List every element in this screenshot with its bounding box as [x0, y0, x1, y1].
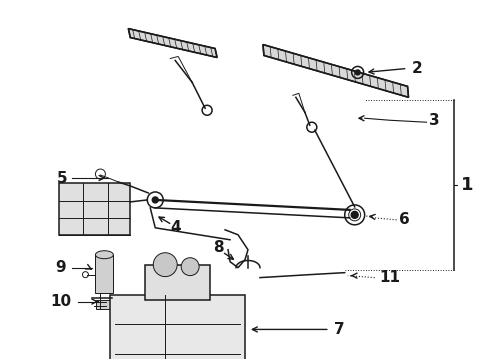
Bar	[145, 265, 210, 300]
Text: 8: 8	[213, 240, 223, 255]
Text: 4: 4	[170, 220, 180, 235]
Bar	[96, 255, 113, 293]
Text: 1: 1	[461, 176, 474, 194]
Circle shape	[351, 211, 358, 219]
Circle shape	[355, 70, 360, 75]
Bar	[58, 183, 130, 235]
Text: 10: 10	[50, 294, 71, 309]
Ellipse shape	[96, 251, 113, 259]
Text: 3: 3	[429, 113, 440, 128]
Text: 5: 5	[57, 171, 68, 185]
Polygon shape	[128, 28, 217, 58]
Bar	[110, 294, 245, 360]
Bar	[97, 300, 110, 310]
Circle shape	[181, 258, 199, 276]
Text: 9: 9	[55, 260, 66, 275]
Text: 6: 6	[399, 212, 410, 228]
Circle shape	[152, 197, 158, 203]
Text: 2: 2	[412, 61, 423, 76]
Text: 7: 7	[334, 322, 345, 337]
Text: 11: 11	[379, 270, 400, 285]
Circle shape	[153, 253, 177, 276]
Polygon shape	[263, 45, 409, 97]
